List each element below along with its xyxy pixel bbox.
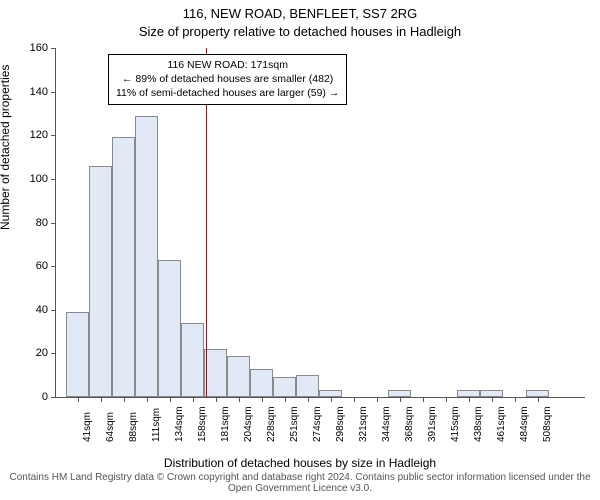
ytick-label: 100	[18, 173, 48, 185]
xtick-mark	[515, 397, 516, 402]
histogram-bar	[181, 323, 204, 397]
xtick-mark	[262, 397, 263, 402]
y-axis-label: Number of detached properties	[0, 65, 12, 230]
xtick-label: 391sqm	[427, 406, 438, 442]
ytick-mark	[51, 353, 56, 354]
histogram-bar	[204, 349, 227, 397]
xtick-label: 484sqm	[519, 406, 530, 442]
xtick-label: 181sqm	[220, 406, 231, 442]
xtick-mark	[538, 397, 539, 402]
xtick-label: 64sqm	[105, 412, 116, 442]
xtick-label: 298sqm	[335, 406, 346, 442]
ytick-label: 120	[18, 129, 48, 141]
xtick-label: 41sqm	[82, 412, 93, 442]
xtick-mark	[147, 397, 148, 402]
xtick-mark	[469, 397, 470, 402]
chart-title-main: 116, NEW ROAD, BENFLEET, SS7 2RG	[0, 6, 600, 21]
ytick-label: 20	[18, 347, 48, 359]
xtick-mark	[492, 397, 493, 402]
ytick-label: 160	[18, 42, 48, 54]
xtick-mark	[170, 397, 171, 402]
ytick-mark	[51, 48, 56, 49]
ytick-label: 60	[18, 260, 48, 272]
plot-area: 02040608010012014016041sqm64sqm88sqm111s…	[55, 48, 585, 398]
xtick-label: 368sqm	[404, 406, 415, 442]
attribution-text: Contains HM Land Registry data © Crown c…	[0, 472, 600, 494]
ytick-label: 40	[18, 304, 48, 316]
histogram-bar	[112, 137, 135, 397]
xtick-label: 274sqm	[312, 406, 323, 442]
x-axis-label: Distribution of detached houses by size …	[0, 456, 600, 470]
xtick-mark	[400, 397, 401, 402]
xtick-mark	[193, 397, 194, 402]
histogram-bar	[273, 377, 296, 397]
xtick-label: 344sqm	[381, 406, 392, 442]
annotation-box: 116 NEW ROAD: 171sqm← 89% of detached ho…	[108, 54, 347, 105]
xtick-label: 134sqm	[174, 406, 185, 442]
xtick-label: 415sqm	[450, 406, 461, 442]
xtick-mark	[101, 397, 102, 402]
ytick-mark	[51, 92, 56, 93]
xtick-label: 461sqm	[496, 406, 507, 442]
xtick-mark	[124, 397, 125, 402]
annotation-line-3: 11% of semi-detached houses are larger (…	[116, 86, 339, 100]
ytick-label: 140	[18, 86, 48, 98]
xtick-mark	[285, 397, 286, 402]
annotation-line-1: 116 NEW ROAD: 171sqm	[116, 58, 339, 72]
xtick-label: 88sqm	[128, 412, 139, 442]
xtick-mark	[216, 397, 217, 402]
xtick-label: 204sqm	[243, 406, 254, 442]
xtick-mark	[78, 397, 79, 402]
ytick-mark	[51, 135, 56, 136]
ytick-mark	[51, 179, 56, 180]
ytick-mark	[51, 223, 56, 224]
ytick-mark	[51, 310, 56, 311]
xtick-label: 508sqm	[542, 406, 553, 442]
histogram-bar	[158, 260, 181, 397]
xtick-label: 321sqm	[358, 406, 369, 442]
xtick-mark	[308, 397, 309, 402]
chart-container: 116, NEW ROAD, BENFLEET, SS7 2RG Size of…	[0, 0, 600, 500]
xtick-label: 251sqm	[289, 406, 300, 442]
ytick-mark	[51, 266, 56, 267]
xtick-mark	[239, 397, 240, 402]
ytick-mark	[51, 397, 56, 398]
xtick-label: 228sqm	[266, 406, 277, 442]
histogram-bar	[66, 312, 89, 397]
xtick-label: 111sqm	[151, 408, 162, 442]
xtick-mark	[446, 397, 447, 402]
xtick-label: 158sqm	[197, 406, 208, 442]
annotation-line-2: ← 89% of detached houses are smaller (48…	[116, 72, 339, 86]
xtick-mark	[423, 397, 424, 402]
ytick-label: 80	[18, 217, 48, 229]
chart-title-sub: Size of property relative to detached ho…	[0, 24, 600, 39]
histogram-bar	[296, 375, 319, 397]
ytick-label: 0	[18, 391, 48, 403]
xtick-mark	[354, 397, 355, 402]
histogram-bar	[227, 356, 250, 397]
xtick-label: 438sqm	[473, 406, 484, 442]
histogram-bar	[89, 166, 112, 397]
histogram-bar	[250, 369, 273, 397]
xtick-mark	[377, 397, 378, 402]
histogram-bar	[135, 116, 158, 397]
xtick-mark	[331, 397, 332, 402]
